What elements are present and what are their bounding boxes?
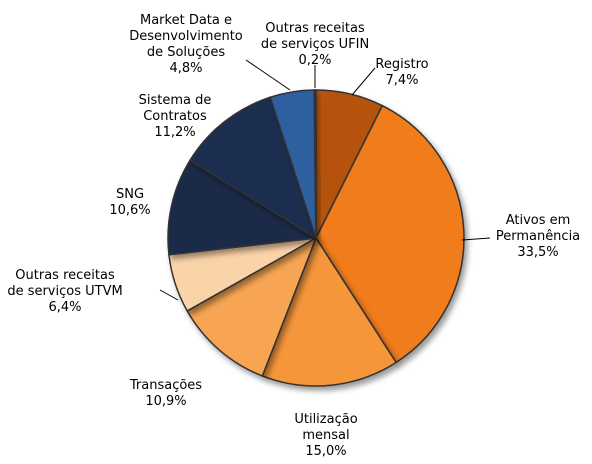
pie-slice	[313, 89, 317, 239]
category-label: Utilização mensal	[294, 412, 358, 443]
category-label: SNG	[115, 187, 145, 202]
pie-slice	[167, 159, 319, 256]
value-label: 33,5%	[517, 245, 559, 260]
pie-slice	[261, 236, 398, 387]
slice-label: SNG 10,6%	[100, 187, 160, 219]
category-label: Registro	[375, 57, 429, 72]
slice-label: Market Data e Desenvolvimento de Soluçõe…	[127, 13, 245, 77]
leader-line	[461, 237, 491, 241]
slice-label: Ativos em Permanência 33,5%	[488, 213, 588, 261]
category-label: Transações	[129, 378, 203, 393]
pie-slice	[186, 236, 318, 377]
slice-label: Transações 10,9%	[111, 378, 221, 410]
value-label: 11,2%	[154, 125, 196, 140]
pie-slice	[189, 96, 318, 240]
category-label: Outras receitas de serviços UFIN	[260, 21, 370, 52]
leader-line	[159, 289, 179, 301]
value-label: 6,4%	[48, 300, 82, 315]
category-label: Ativos em Permanência	[495, 213, 581, 244]
value-label: 0,2%	[298, 53, 332, 68]
slice-label: Outras receitas de serviços UFIN 0,2%	[256, 21, 374, 69]
leader-line	[351, 67, 376, 96]
category-label: Outras receitas de serviços UTVM	[7, 268, 123, 299]
slice-label: Sistema de Contratos 11,2%	[125, 93, 225, 141]
category-label: Market Data e Desenvolvimento de Soluçõe…	[129, 13, 243, 60]
value-label: 7,4%	[385, 73, 419, 88]
slice-label: Utilização mensal 15,0%	[281, 412, 371, 460]
slice-label: Registro 7,4%	[357, 57, 447, 89]
slice-label: Outras receitas de serviços UTVM 6,4%	[6, 268, 124, 316]
value-label: 4,8%	[169, 61, 203, 76]
value-label: 10,9%	[145, 394, 187, 409]
category-label: Sistema de Contratos	[138, 93, 212, 124]
leader-line	[245, 59, 291, 91]
value-label: 10,6%	[109, 203, 151, 218]
pie-slice	[315, 104, 465, 364]
value-label: 15,0%	[305, 444, 347, 459]
